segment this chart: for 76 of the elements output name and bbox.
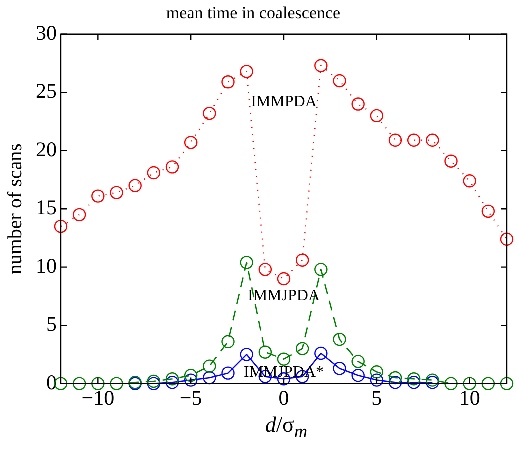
point — [426, 374, 440, 387]
point — [388, 134, 402, 147]
point — [203, 107, 216, 120]
point — [314, 263, 328, 276]
point — [333, 74, 346, 88]
y-tick-label: 30 — [36, 20, 57, 45]
point — [296, 254, 310, 267]
point — [277, 352, 291, 366]
x-tick-label: 5 — [372, 386, 382, 410]
point — [72, 208, 86, 222]
point — [352, 369, 365, 382]
y-tick-label: 20 — [36, 137, 57, 162]
x-tick-label: −10 — [82, 386, 115, 410]
point — [240, 65, 254, 78]
point — [110, 377, 124, 390]
point — [333, 362, 346, 376]
point — [482, 377, 496, 390]
y-tick-label: 10 — [36, 254, 57, 278]
x-tick-label: 10 — [459, 386, 480, 410]
point — [370, 374, 384, 387]
point — [147, 166, 161, 180]
y-tick-label: 25 — [36, 79, 57, 104]
point — [147, 377, 161, 390]
point — [240, 348, 254, 362]
x-tick-label: −5 — [180, 386, 202, 410]
point — [463, 174, 476, 188]
point — [388, 376, 402, 390]
point — [444, 377, 458, 390]
point — [444, 154, 458, 168]
point — [222, 76, 235, 89]
point — [54, 220, 68, 234]
point — [110, 186, 124, 200]
point — [203, 360, 216, 373]
point — [296, 342, 310, 356]
point — [184, 369, 198, 382]
point — [407, 372, 421, 386]
point — [370, 109, 384, 123]
point — [166, 160, 180, 174]
point — [222, 366, 235, 380]
annotation: IMMPDA — [251, 94, 318, 111]
point — [482, 204, 496, 218]
point — [463, 377, 476, 390]
point — [147, 374, 161, 388]
point — [426, 376, 440, 390]
y-tick-label: 15 — [36, 196, 57, 220]
point — [184, 136, 198, 150]
point — [184, 374, 198, 387]
point — [277, 272, 291, 286]
point — [426, 134, 440, 147]
y-axis-title: number of scans — [4, 143, 26, 275]
point — [240, 256, 254, 270]
point — [407, 134, 421, 147]
point — [92, 190, 105, 203]
point — [258, 263, 272, 276]
point — [128, 179, 142, 192]
point — [166, 376, 180, 390]
point — [222, 335, 235, 348]
point — [166, 372, 180, 386]
point — [388, 371, 402, 385]
point — [72, 377, 86, 390]
point — [314, 346, 328, 360]
y-tick-label: 5 — [46, 312, 57, 336]
point — [407, 376, 421, 390]
point — [203, 371, 216, 385]
point — [92, 377, 105, 390]
chart-title: mean time in coalescence — [166, 4, 341, 23]
point — [333, 332, 346, 346]
point — [314, 59, 328, 72]
point — [370, 366, 384, 379]
x-axis-title: d/σ$_{m}$ — [264, 412, 309, 442]
point — [500, 377, 514, 390]
point — [352, 355, 365, 368]
point — [500, 232, 514, 246]
point — [352, 98, 365, 111]
point — [258, 346, 272, 359]
x-tick-label: 0 — [278, 386, 290, 410]
